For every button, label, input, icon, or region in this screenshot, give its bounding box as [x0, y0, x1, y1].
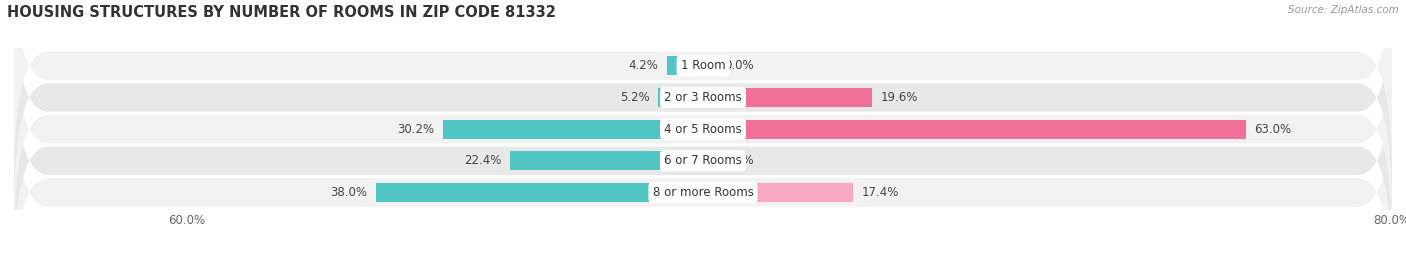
Text: HOUSING STRUCTURES BY NUMBER OF ROOMS IN ZIP CODE 81332: HOUSING STRUCTURES BY NUMBER OF ROOMS IN…: [7, 5, 555, 20]
Text: 8 or more Rooms: 8 or more Rooms: [652, 186, 754, 199]
Text: 19.6%: 19.6%: [880, 91, 918, 104]
Bar: [703, 151, 716, 170]
Bar: [443, 120, 703, 139]
Text: 5.2%: 5.2%: [620, 91, 650, 104]
Text: 22.4%: 22.4%: [464, 154, 502, 167]
Text: 2 or 3 Rooms: 2 or 3 Rooms: [664, 91, 742, 104]
FancyBboxPatch shape: [14, 0, 1392, 178]
FancyBboxPatch shape: [14, 80, 1392, 269]
Bar: [666, 56, 703, 75]
Text: 63.0%: 63.0%: [1254, 123, 1291, 136]
Text: Source: ZipAtlas.com: Source: ZipAtlas.com: [1288, 5, 1399, 15]
Bar: [510, 151, 703, 170]
Bar: [703, 88, 872, 107]
Text: 4.2%: 4.2%: [628, 59, 658, 72]
Text: 6 or 7 Rooms: 6 or 7 Rooms: [664, 154, 742, 167]
Text: 30.2%: 30.2%: [396, 123, 434, 136]
Bar: [703, 183, 853, 202]
Text: 0.0%: 0.0%: [724, 154, 754, 167]
FancyBboxPatch shape: [14, 48, 1392, 269]
Bar: [703, 56, 716, 75]
Legend: Owner-occupied, Renter-occupied: Owner-occupied, Renter-occupied: [574, 266, 832, 269]
Bar: [703, 120, 1246, 139]
Bar: [375, 183, 703, 202]
Text: 1 Room: 1 Room: [681, 59, 725, 72]
Text: 38.0%: 38.0%: [330, 186, 367, 199]
Bar: [658, 88, 703, 107]
Text: 4 or 5 Rooms: 4 or 5 Rooms: [664, 123, 742, 136]
FancyBboxPatch shape: [14, 17, 1392, 242]
Text: 17.4%: 17.4%: [862, 186, 898, 199]
Text: 0.0%: 0.0%: [724, 59, 754, 72]
FancyBboxPatch shape: [14, 0, 1392, 210]
